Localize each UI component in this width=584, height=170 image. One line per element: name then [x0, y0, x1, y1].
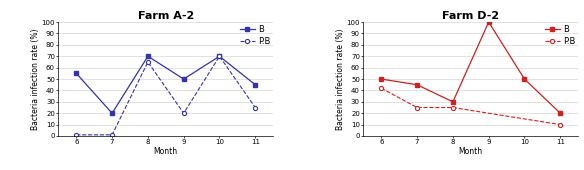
B — [485, 21, 492, 23]
Line: P.B: P.B — [74, 54, 258, 137]
B — [449, 101, 456, 103]
Line: B: B — [75, 55, 257, 115]
B — [413, 84, 420, 86]
B — [378, 78, 385, 80]
P.B — [180, 112, 187, 114]
B — [73, 72, 80, 74]
Title: Farm A-2: Farm A-2 — [138, 11, 194, 21]
B — [216, 55, 223, 57]
B — [557, 112, 564, 114]
B — [180, 78, 187, 80]
X-axis label: Month: Month — [154, 147, 178, 156]
X-axis label: Month: Month — [458, 147, 483, 156]
P.B — [216, 55, 223, 57]
P.B — [73, 134, 80, 136]
P.B — [109, 134, 116, 136]
Line: B: B — [380, 20, 562, 115]
P.B — [144, 61, 151, 63]
Title: Farm D-2: Farm D-2 — [442, 11, 499, 21]
P.B — [378, 87, 385, 89]
P.B — [252, 106, 259, 108]
Line: P.B: P.B — [379, 86, 562, 127]
P.B — [557, 124, 564, 126]
Y-axis label: Bacteria infection rate (%): Bacteria infection rate (%) — [31, 28, 40, 130]
B — [109, 112, 116, 114]
Legend: B, P.B: B, P.B — [239, 24, 272, 47]
B — [521, 78, 528, 80]
P.B — [413, 106, 420, 108]
B — [144, 55, 151, 57]
P.B — [449, 106, 456, 108]
Y-axis label: Bacteria infection rate (%): Bacteria infection rate (%) — [336, 28, 345, 130]
Legend: B, P.B: B, P.B — [544, 24, 576, 47]
B — [252, 84, 259, 86]
